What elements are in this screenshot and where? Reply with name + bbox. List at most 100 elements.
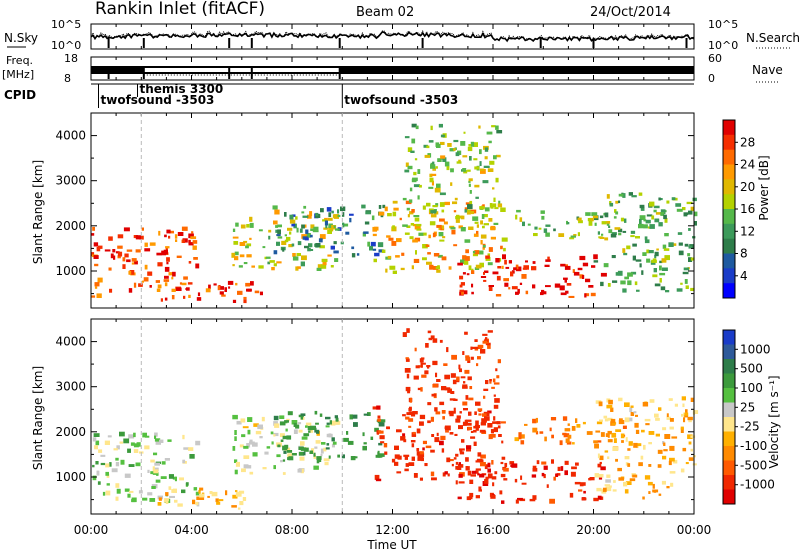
echo-cell: [443, 363, 448, 366]
echo-cell: [444, 201, 450, 206]
echo-cell: [608, 225, 611, 228]
echo-cell: [593, 260, 599, 263]
x-axis-label: Time UT: [366, 538, 417, 552]
echo-cell: [144, 264, 148, 270]
echo-cell: [618, 228, 623, 233]
echo-cell: [500, 421, 506, 424]
echo-cell: [428, 234, 431, 239]
echo-cell: [426, 202, 431, 207]
echo-cell: [480, 454, 486, 459]
echo-cell: [501, 265, 504, 269]
echo-cell: [660, 286, 666, 291]
echo-cell: [374, 474, 380, 480]
echo-cell: [467, 204, 473, 210]
echo-cell: [112, 249, 116, 253]
noise-left-label: N.Sky: [4, 31, 38, 45]
echo-cell: [303, 451, 306, 456]
echo-cell: [638, 223, 644, 229]
echo-cell: [441, 209, 445, 213]
echo-cell: [417, 387, 423, 391]
echo-cell: [434, 187, 441, 193]
echo-cell: [617, 270, 623, 276]
echo-cell: [352, 414, 358, 419]
echo-cell: [446, 347, 449, 353]
echo-cell: [320, 448, 324, 454]
echo-cell: [405, 416, 410, 420]
echo-cell: [693, 211, 698, 217]
echo-cell: [152, 472, 159, 475]
echo-cell: [661, 480, 666, 485]
echo-cell: [168, 474, 174, 479]
echo-cell: [299, 456, 305, 461]
echo-cell: [418, 232, 424, 236]
echo-cell: [666, 486, 670, 489]
colorbar-swatch: [723, 194, 735, 210]
echo-cell: [273, 415, 279, 421]
echo-cell: [174, 499, 178, 503]
echo-cell: [310, 224, 315, 229]
echo-cell: [590, 292, 596, 297]
echo-cell: [158, 497, 162, 501]
echo-cell: [482, 225, 485, 229]
y-tick-label: 2000: [55, 219, 86, 233]
echo-cell: [648, 431, 655, 435]
echo-cell: [469, 200, 473, 205]
echo-cell: [405, 386, 411, 392]
echo-cell: [529, 498, 536, 502]
echo-cell: [440, 134, 445, 138]
echo-cell: [683, 417, 686, 423]
echo-cell: [664, 218, 668, 223]
echo-cell: [435, 372, 438, 378]
echo-cell: [449, 459, 454, 462]
echo-cell: [451, 229, 456, 235]
echo-cell: [331, 210, 334, 214]
echo-cell: [592, 215, 598, 219]
echo-cell: [310, 428, 314, 433]
echo-cell: [484, 207, 490, 212]
echo-cell: [582, 262, 589, 267]
echo-cell: [465, 356, 471, 361]
echo-cell: [482, 247, 485, 250]
echo-cell: [610, 407, 614, 412]
echo-cell: [168, 230, 174, 234]
echo-cell: [291, 214, 296, 217]
echo-cell: [486, 131, 493, 135]
echo-cell: [598, 401, 603, 407]
echo-cell: [297, 468, 302, 473]
echo-cell: [652, 274, 658, 278]
echo-cell: [235, 490, 238, 493]
echo-cell: [582, 275, 585, 279]
echo-cell: [425, 370, 428, 374]
echo-cell: [598, 474, 604, 478]
echo-cell: [183, 447, 190, 450]
echo-cell: [104, 249, 111, 252]
echo-cell: [493, 222, 499, 225]
echo-cell: [105, 471, 109, 476]
echo-cell: [277, 444, 281, 448]
echo-cell: [459, 289, 464, 293]
echo-cell: [654, 251, 659, 257]
echo-cell: [192, 245, 197, 250]
echo-cell: [314, 446, 318, 449]
echo-cell: [567, 434, 572, 439]
echo-cell: [692, 410, 699, 414]
echo-cell: [245, 282, 251, 287]
echo-cell: [308, 243, 313, 248]
echo-cell: [467, 169, 471, 172]
echo-cell: [589, 477, 595, 481]
echo-cell: [546, 484, 549, 488]
echo-cell: [362, 432, 365, 437]
echo-cell: [157, 262, 163, 267]
echo-cell: [183, 295, 186, 299]
freq-left-unit: [MHz]: [2, 68, 34, 81]
echo-cell: [654, 218, 659, 223]
echo-cell: [463, 170, 468, 174]
echo-cell: [332, 441, 337, 445]
echo-cell: [442, 157, 447, 162]
echo-cell: [186, 287, 190, 291]
echo-cell: [165, 492, 169, 496]
echo-cell: [562, 432, 567, 436]
echo-cell: [429, 221, 436, 226]
freq-traces: [91, 66, 694, 79]
